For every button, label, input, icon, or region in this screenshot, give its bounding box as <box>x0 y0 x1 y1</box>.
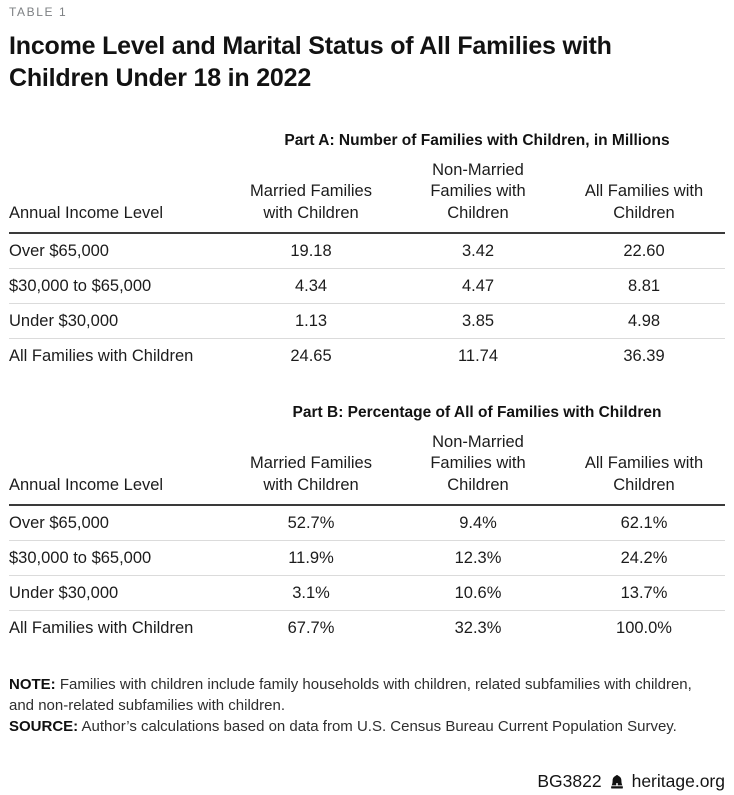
row-value: 9.4% <box>459 513 497 532</box>
note-label: NOTE: <box>9 676 56 693</box>
row-label: Over $65,000 <box>9 513 109 532</box>
row-value: 22.60 <box>623 241 665 260</box>
row-value: 4.34 <box>294 276 328 295</box>
footnotes: NOTE: Families with children include fam… <box>9 674 709 737</box>
row-label: All Families with Children <box>9 346 194 365</box>
row-label: $30,000 to $65,000 <box>9 276 152 295</box>
row-value: 4.98 <box>627 311 661 330</box>
column-header-income-level: Annual Income Level <box>9 476 164 495</box>
table-row: Over $65,000 19.18 3.42 22.60 <box>9 234 725 268</box>
row-label: All Families with Children <box>9 618 194 637</box>
table-label: TABLE 1 <box>9 5 68 19</box>
row-label: Under $30,000 <box>9 583 119 602</box>
row-value: 3.85 <box>461 311 495 330</box>
source-label: SOURCE: <box>9 718 79 735</box>
row-value: 1.13 <box>294 311 328 330</box>
row-value: 36.39 <box>623 346 665 365</box>
row-label: Over $65,000 <box>9 241 109 260</box>
row-value: 3.1% <box>292 583 330 602</box>
page-title: Income Level and Marital Status of All F… <box>9 32 612 92</box>
column-header-non-married: Non-Married Families with Children <box>430 432 526 495</box>
part-b-heading: Part B: Percentage of All of Families wi… <box>292 404 662 421</box>
source: SOURCE: Author’s calculations based on d… <box>9 716 709 737</box>
row-value: 13.7% <box>620 583 668 602</box>
row-label: Under $30,000 <box>9 311 119 330</box>
row-value: 4.47 <box>461 276 495 295</box>
column-header-non-married: Non-Married Families with Children <box>430 160 526 223</box>
row-label: $30,000 to $65,000 <box>9 548 152 567</box>
row-value: 12.3% <box>454 548 502 567</box>
row-value: 100.0% <box>616 618 672 637</box>
part-a-heading: Part A: Number of Families with Children… <box>284 132 670 149</box>
row-value: 19.18 <box>290 241 332 260</box>
part-a-section: Part A: Number of Families with Children… <box>9 132 725 373</box>
row-value: 24.65 <box>290 346 332 365</box>
column-header-income-level: Annual Income Level <box>9 204 164 223</box>
doc-id: BG3822 <box>537 771 602 791</box>
column-header-all-families: All Families with Children <box>584 182 704 223</box>
note-text: Families with children include family ho… <box>9 676 692 714</box>
footer: BG3822 heritage.org <box>9 771 725 792</box>
note: NOTE: Families with children include fam… <box>9 674 709 716</box>
column-header-row: Annual Income Level Married Families wit… <box>9 431 725 506</box>
part-a-rows: Over $65,000 19.18 3.42 22.60 $30,000 to $65… <box>9 234 725 373</box>
part-b-rows: Over $65,000 52.7% 9.4% 62.1% $30,000 to $65… <box>9 506 725 645</box>
row-value: 11.74 <box>457 346 499 365</box>
row-value: 24.2% <box>620 548 668 567</box>
liberty-bell-icon <box>609 774 625 790</box>
table-row: All Families with Children 67.7% 32.3% 100.… <box>9 610 725 645</box>
row-value: 8.81 <box>627 276 661 295</box>
site-link: heritage.org <box>631 771 725 791</box>
row-value: 3.42 <box>461 241 495 260</box>
column-header-row: Annual Income Level Married Families wit… <box>9 159 725 234</box>
row-value: 62.1% <box>620 513 668 532</box>
table-row: Over $65,000 52.7% 9.4% 62.1% <box>9 506 725 540</box>
row-value: 67.7% <box>287 618 335 637</box>
row-value: 52.7% <box>287 513 335 532</box>
table-row: All Families with Children 24.65 11.74 36.3… <box>9 338 725 373</box>
table-row: $30,000 to $65,000 11.9% 12.3% 24.2% <box>9 540 725 575</box>
column-header-married: Married Families with Children <box>250 182 372 223</box>
column-header-all-families: All Families with Children <box>584 454 704 495</box>
row-value: 10.6% <box>454 583 502 602</box>
table-row: $30,000 to $65,000 4.34 4.47 8.81 <box>9 268 725 303</box>
row-value: 11.9% <box>288 548 334 567</box>
row-value: 32.3% <box>454 618 502 637</box>
table-row: Under $30,000 3.1% 10.6% 13.7% <box>9 575 725 610</box>
column-header-married: Married Families with Children <box>250 454 372 495</box>
source-text: Author’s calculations based on data from… <box>78 718 677 735</box>
part-b-section: Part B: Percentage of All of Families wi… <box>9 404 725 645</box>
table-row: Under $30,000 1.13 3.85 4.98 <box>9 303 725 338</box>
